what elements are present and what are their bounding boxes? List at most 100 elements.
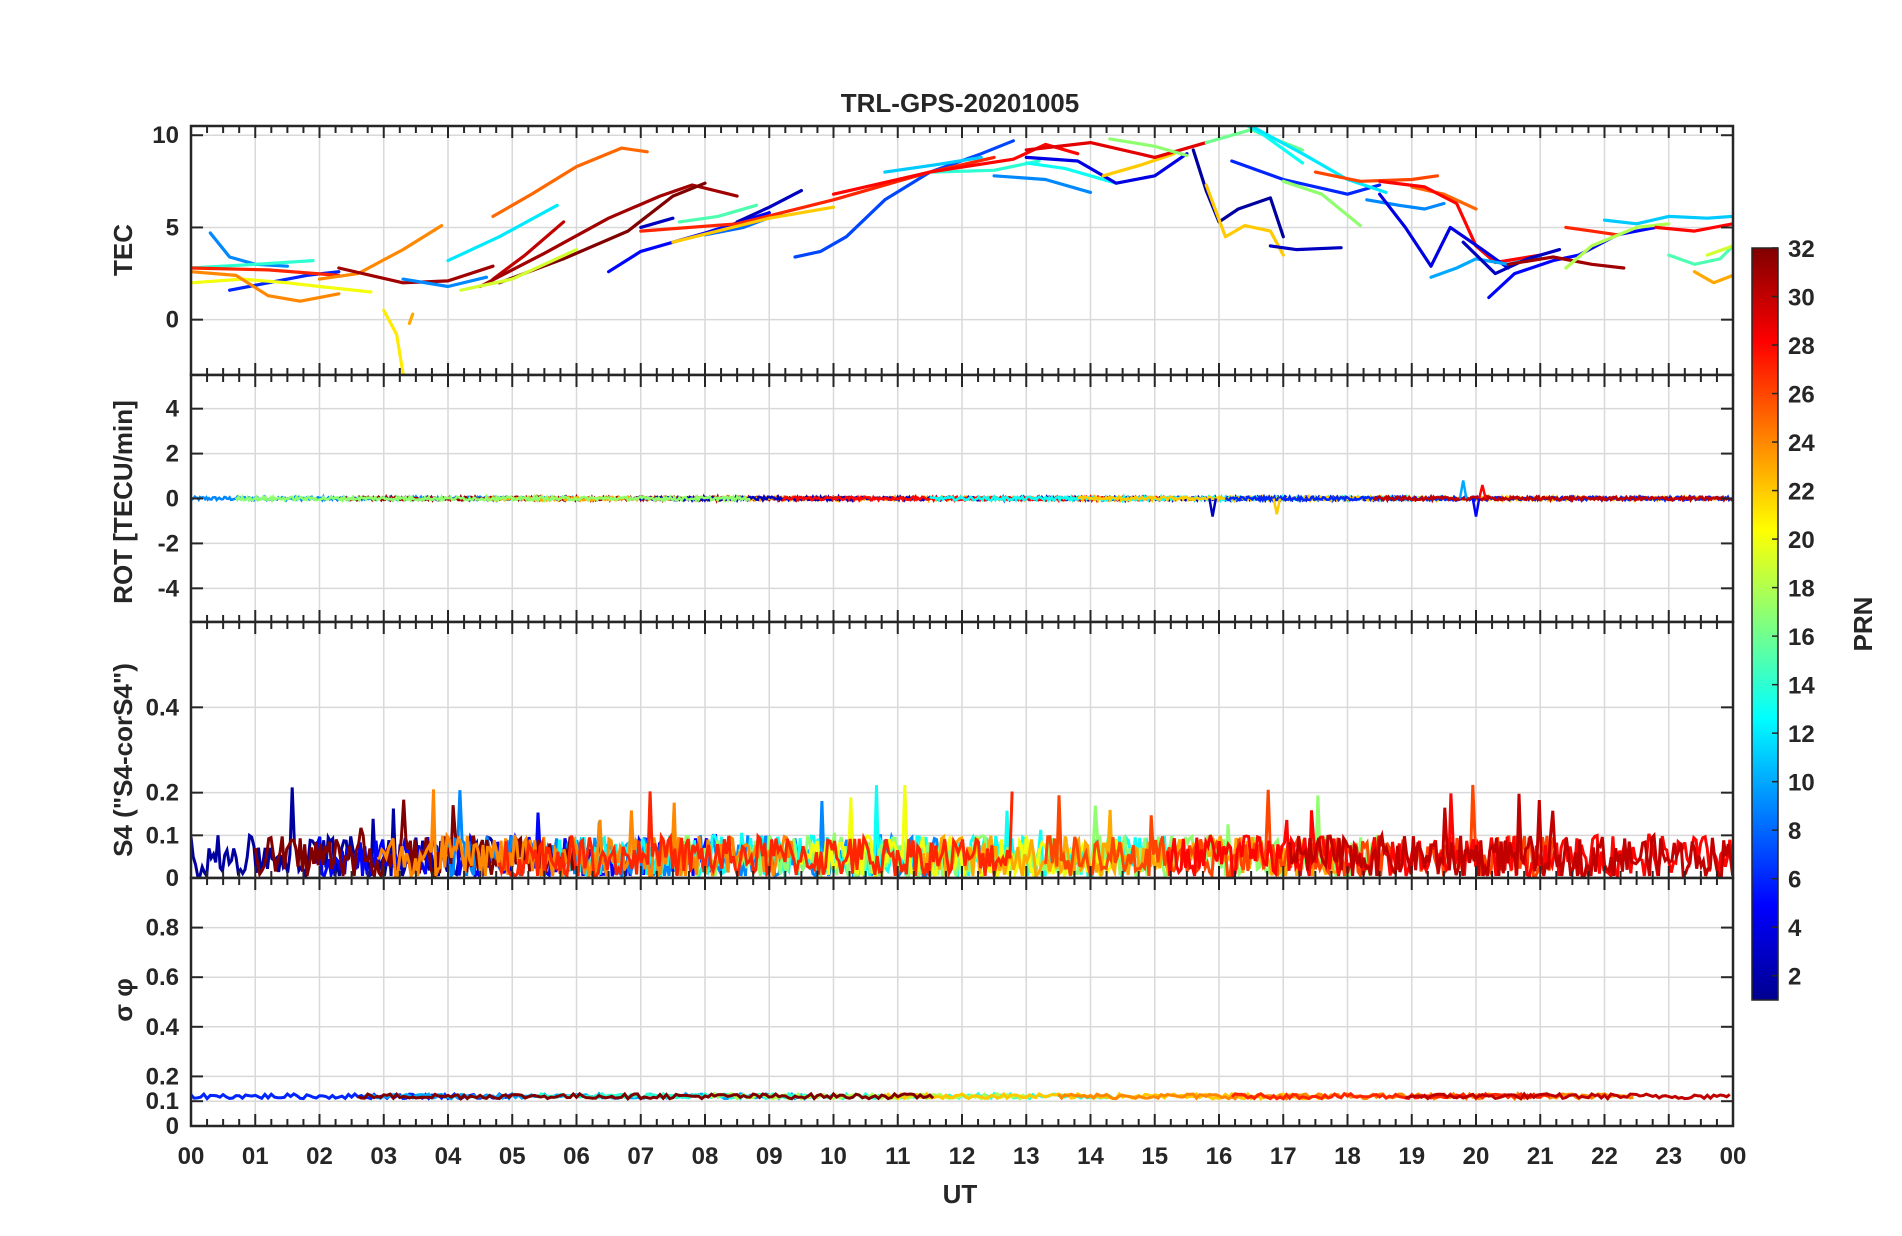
tec-series-prn-7 bbox=[793, 139, 1016, 259]
y-tick-label: -4 bbox=[158, 575, 180, 602]
rot-spike bbox=[1471, 498, 1481, 517]
series-group bbox=[191, 784, 1733, 878]
colorbar-tick-label: 20 bbox=[1788, 527, 1815, 554]
x-tick-label: 04 bbox=[435, 1143, 462, 1170]
rot-series-prn-17 bbox=[234, 493, 751, 504]
y-tick-label: 0 bbox=[166, 1113, 179, 1140]
x-tick-label: 10 bbox=[820, 1143, 847, 1170]
rot-spike bbox=[1477, 484, 1487, 499]
tec-series-prn-3 bbox=[735, 189, 804, 224]
colorbar-label: PRN bbox=[1848, 597, 1878, 652]
colorbar-tick-label: 2 bbox=[1788, 964, 1801, 991]
x-tick-label: 12 bbox=[949, 1143, 976, 1170]
tec-series-prn-23 bbox=[407, 312, 415, 325]
y-axis-label-tec: TEC bbox=[108, 224, 138, 276]
x-tick-label: 06 bbox=[563, 1143, 590, 1170]
tec-series-prn-6 bbox=[1230, 159, 1382, 196]
x-tick-label: 08 bbox=[692, 1143, 719, 1170]
tec-series-prn-14 bbox=[191, 259, 315, 270]
colorbar-tick-label: 24 bbox=[1788, 430, 1815, 457]
x-tick-label: 21 bbox=[1527, 1143, 1554, 1170]
y-tick-label: 0.1 bbox=[146, 822, 179, 849]
chart-title: TRL-GPS-20201005 bbox=[841, 88, 1079, 118]
y-axis-label-s4: S4 ("S4-corS4") bbox=[108, 663, 138, 857]
colorbar-tick-label: 28 bbox=[1788, 333, 1815, 360]
sigma-series-prn-32 bbox=[357, 1091, 935, 1101]
s4-series-prn-2 bbox=[191, 787, 512, 878]
y-axis-label-sigma_phi: σ φ bbox=[108, 978, 138, 1022]
tec-series-prn-19 bbox=[1705, 244, 1733, 257]
y-tick-label: 2 bbox=[166, 441, 179, 468]
panel-s4: 0 0.1 0.2 0.4 S4 ("S4-corS4") bbox=[108, 620, 1735, 892]
tec-series-prn-13 bbox=[1024, 161, 1118, 185]
tec-series-prn-24 bbox=[317, 224, 444, 281]
rot-spike bbox=[1208, 498, 1218, 517]
tec-series-prn-11 bbox=[1602, 214, 1733, 226]
tec-series-prn-24 bbox=[191, 270, 341, 303]
y-tick-label: 0.2 bbox=[146, 1063, 179, 1090]
s4-series-prn-30 bbox=[1288, 793, 1733, 878]
colorbar-tick-label: 8 bbox=[1788, 818, 1801, 845]
panel-sigma_phi: 00.10.2 0.4 0.6 0.8 σ φ bbox=[108, 876, 1735, 1140]
y-tick-label: 0 bbox=[166, 865, 179, 892]
rot-spike bbox=[1458, 480, 1468, 499]
y-tick-label: 0.8 bbox=[146, 915, 179, 942]
x-tick-label: 20 bbox=[1463, 1143, 1490, 1170]
y-tick-label: 0.4 bbox=[146, 1014, 180, 1041]
tec-series-prn-18 bbox=[1564, 222, 1671, 270]
y-tick-label: 4 bbox=[166, 396, 180, 423]
rot-spike bbox=[1272, 498, 1282, 515]
colorbar-tick-label: 18 bbox=[1788, 576, 1815, 603]
y-tick-label: 0.4 bbox=[146, 694, 180, 721]
y-axis-label-rot: ROT [TECU/min] bbox=[108, 400, 138, 604]
x-tick-label: 11 bbox=[885, 1143, 910, 1170]
x-tick-label: 15 bbox=[1141, 1143, 1168, 1170]
tec-series-prn-25 bbox=[1410, 185, 1478, 211]
x-tick-label: 03 bbox=[370, 1143, 397, 1170]
sigma-series-prn-30 bbox=[1404, 1091, 1731, 1101]
tec-series-prn-30 bbox=[491, 220, 566, 281]
colorbar-tick-label: 32 bbox=[1788, 236, 1815, 263]
series-group bbox=[191, 1091, 1731, 1102]
x-tick-label: 19 bbox=[1398, 1143, 1425, 1170]
y-tick-label: 10 bbox=[152, 122, 179, 149]
tec-series-prn-15 bbox=[1667, 244, 1733, 266]
x-tick-label: 05 bbox=[499, 1143, 526, 1170]
y-tick-label: 0 bbox=[166, 307, 179, 334]
tec-series-prn-27 bbox=[191, 266, 341, 277]
x-tick-label: 13 bbox=[1013, 1143, 1040, 1170]
series-group bbox=[191, 126, 1733, 375]
tec-series-prn-26 bbox=[1313, 170, 1440, 183]
x-tick-label: 00 bbox=[178, 1143, 205, 1170]
tec-series-prn-9 bbox=[208, 231, 289, 268]
y-tick-label: 0.6 bbox=[146, 964, 179, 991]
colorbar-gradient bbox=[1751, 247, 1779, 1001]
tec-series-prn-31 bbox=[337, 264, 495, 285]
tec-series-prn-11 bbox=[883, 155, 983, 174]
tec-series-prn-19 bbox=[459, 248, 579, 292]
tec-series-prn-2 bbox=[1191, 148, 1285, 239]
series-group bbox=[191, 480, 1733, 517]
tec-series-prn-3 bbox=[1268, 244, 1343, 252]
tec-series-prn-21 bbox=[382, 308, 405, 375]
x-tick-label: 22 bbox=[1591, 1143, 1618, 1170]
x-tick-label: 23 bbox=[1655, 1143, 1682, 1170]
x-tick-label: 14 bbox=[1077, 1143, 1104, 1170]
x-tick-label: 18 bbox=[1334, 1143, 1361, 1170]
tec-series-prn-3 bbox=[1461, 240, 1562, 276]
y-tick-label: 0.2 bbox=[146, 780, 179, 807]
x-tick-label: 09 bbox=[756, 1143, 783, 1170]
panel-rot: -4 -2 0 2 4 ROT [TECU/min] bbox=[108, 373, 1735, 624]
tec-series-prn-28 bbox=[1654, 222, 1733, 233]
x-tick-label: 00 bbox=[1720, 1143, 1747, 1170]
y-tick-label: -2 bbox=[158, 530, 179, 557]
tec-series-prn-27 bbox=[1564, 225, 1619, 237]
rot-series-prn-30 bbox=[1372, 493, 1733, 504]
tec-series-prn-14 bbox=[928, 159, 1041, 174]
x-tick-label: 17 bbox=[1270, 1143, 1297, 1170]
colorbar-tick-label: 26 bbox=[1788, 382, 1815, 409]
colorbar-tick-label: 6 bbox=[1788, 867, 1801, 894]
tec-series-prn-17 bbox=[1281, 179, 1362, 228]
